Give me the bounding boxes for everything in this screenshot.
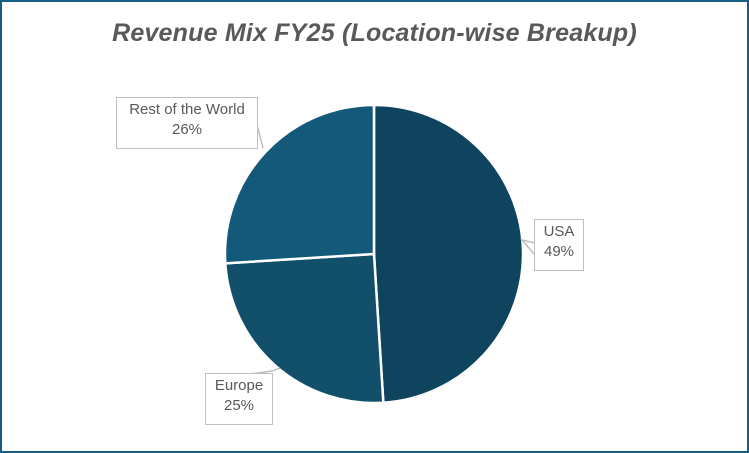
label-category: USA — [543, 223, 575, 240]
label-value: 26% — [171, 121, 203, 138]
chart-title: Revenue Mix FY25 (Location-wise Breakup) — [112, 19, 637, 47]
pie-slice-europe — [223, 252, 385, 405]
pie-slice-rest-of-the-world — [223, 103, 376, 265]
data-label-usa: USA 49% — [534, 219, 584, 271]
label-category: Rest of the World — [129, 101, 245, 118]
label-category: Europe — [214, 377, 264, 394]
data-label-europe: Europe 25% — [205, 373, 273, 425]
label-value: 49% — [543, 243, 575, 260]
leader-line-row — [256, 124, 264, 149]
pie-slices — [223, 103, 525, 405]
data-label-rest-of-world: Rest of the World 26% — [116, 97, 258, 149]
leader-line-usa — [519, 238, 536, 256]
label-value: 25% — [223, 397, 255, 414]
pie-slice-usa — [372, 103, 525, 405]
